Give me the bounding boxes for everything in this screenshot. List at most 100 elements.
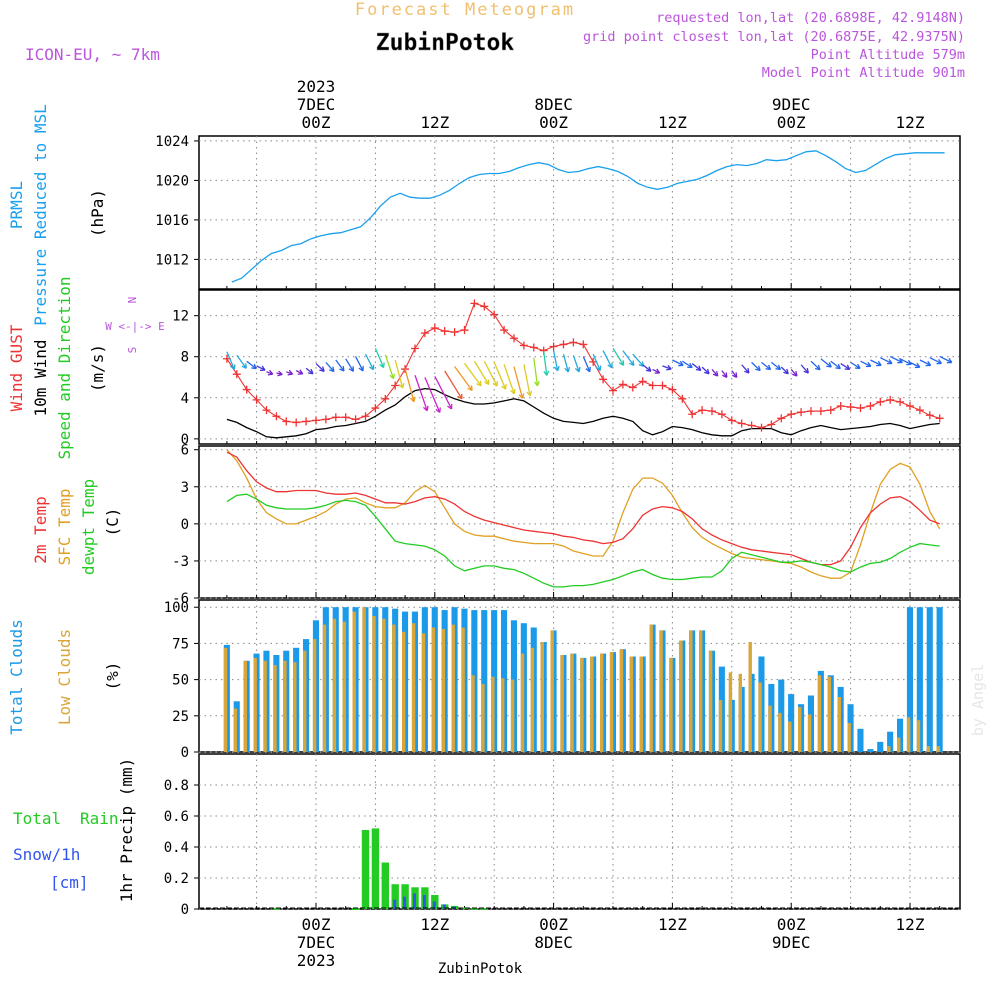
cloud-ytick-label: 100	[164, 600, 189, 616]
snow-bar	[442, 904, 446, 909]
low-cloud-bar	[501, 678, 505, 752]
wind-ytick-label: 4	[181, 391, 189, 407]
total-cloud-bar	[936, 607, 943, 752]
wind-arrow-shaft	[741, 364, 750, 374]
precip-panel: 0 0.2 0.4 0.6 0.8	[164, 753, 961, 918]
wind-ytick-label: 12	[172, 309, 189, 325]
wind-direction-arrow	[572, 355, 581, 373]
wind-direction-arrow	[701, 366, 710, 375]
wind-gust-marker	[430, 323, 439, 332]
wind-arrow-shaft	[770, 361, 781, 371]
legend-rain: Rain	[80, 809, 119, 828]
wind-gust-marker	[757, 423, 766, 432]
bottom-time-label: 12Z	[420, 915, 449, 934]
wind-arrow-head	[722, 372, 728, 378]
wind-arrow-head	[251, 363, 257, 370]
wind-arrow-head	[835, 363, 841, 370]
wind-arrow-shaft	[226, 351, 235, 370]
wind-gust-marker	[232, 370, 241, 379]
wind-direction-arrow	[761, 361, 772, 371]
wind-arrow-head	[260, 365, 266, 371]
wind-gust-marker	[638, 377, 647, 386]
wind-direction-arrow	[939, 355, 953, 364]
wind-dir-label: Speed and Direction	[55, 276, 74, 459]
wind-gust-marker	[628, 383, 637, 392]
wind-arrow-head	[783, 368, 789, 375]
wind-arrow-head	[510, 388, 516, 395]
precip-ytick-label: 0.6	[164, 809, 189, 825]
prmsl-label: PRMSL	[7, 181, 26, 229]
chart-title: Forecast Meteogram	[355, 0, 575, 20]
low-cloud-bar	[590, 656, 594, 752]
model-altitude: Model Point Altitude 901m	[762, 65, 965, 81]
wind-gust-marker	[678, 394, 687, 403]
low-cloud-bar	[322, 624, 327, 752]
wind-gust-marker	[549, 342, 558, 351]
snow-bar	[422, 895, 426, 909]
low-cloud-bar	[530, 647, 535, 752]
precip-ytick-label: 0.4	[164, 840, 189, 856]
low-cloud-bar	[689, 630, 693, 752]
wind-gust-marker	[698, 406, 707, 415]
wind-gust-marker	[737, 419, 746, 428]
wind-direction-arrow	[830, 360, 841, 370]
wind-direction-arrow	[286, 369, 294, 376]
wind-direction-arrow	[780, 366, 789, 375]
wind-direction-arrow	[691, 363, 702, 371]
wind-arrow-head	[765, 364, 772, 371]
wind-arrow-shaft	[691, 363, 702, 371]
wind-arrow-shaft	[632, 353, 644, 367]
wind-gust-marker	[807, 407, 815, 416]
wind-gust-marker	[242, 385, 251, 394]
compass-north: N	[126, 297, 139, 304]
wind-gust-marker	[519, 341, 528, 350]
cloud-ytick-label: 0	[181, 745, 189, 761]
wind-arrow-shaft	[414, 374, 428, 411]
wind-arrow-shaft	[483, 360, 498, 387]
wind-gust-marker	[915, 406, 924, 415]
wind-gust-marker	[470, 299, 479, 308]
wind-arrow-shaft	[444, 370, 463, 400]
low-cloud-bar	[906, 717, 911, 752]
wind-gust-marker	[876, 397, 885, 406]
wind-arrow-shaft	[840, 363, 851, 370]
bottom-time-label: 9DEC	[772, 933, 811, 952]
dewpt-temp-label: dewpt Temp	[79, 479, 98, 575]
wind-arrow-head	[423, 405, 429, 412]
wind-direction-arrow	[592, 353, 602, 372]
wind-arrow-head	[618, 360, 625, 366]
wind-direction-arrow	[870, 359, 882, 367]
wind-arrow-shaft	[662, 365, 672, 370]
requested-coords: requested lon,lat (20.6898E, 42.9148N)	[656, 10, 965, 26]
wind-arrow-head	[328, 366, 335, 373]
wind-gust-marker	[302, 417, 311, 426]
total-cloud-bar	[916, 607, 923, 752]
pressure-ytick-label: 1020	[155, 173, 189, 189]
temp-2m-label: 2m Temp	[31, 496, 50, 563]
wind-arrow-head	[348, 366, 355, 372]
wind-arrow-head	[533, 381, 540, 387]
cloud-ytick-label: 50	[172, 673, 189, 689]
wind-direction-arrow	[345, 358, 355, 372]
wind-arrow-shaft	[582, 356, 591, 372]
wind-arrow-shaft	[493, 361, 507, 390]
wind-gust-marker	[391, 381, 400, 390]
low-cloud-bar	[520, 653, 525, 752]
wind-gust-marker	[529, 343, 538, 352]
wind-gust-marker	[787, 410, 796, 419]
wind-arrow-head	[389, 373, 395, 380]
sfc-temp-label: SFC Temp	[55, 488, 74, 565]
wind-direction-arrow	[493, 361, 507, 390]
wind-gust-marker	[579, 340, 588, 349]
low-cloud-bar	[421, 633, 426, 752]
low-cloud-bar	[223, 647, 228, 752]
wind-arrow-shaft	[325, 361, 335, 372]
dewpt-line	[226, 493, 940, 588]
pressure-ytick-label: 1016	[155, 213, 189, 229]
low-cloud-bar	[936, 746, 940, 752]
wind-arrow-head	[666, 364, 672, 371]
cloud-ytick-label: 75	[172, 636, 189, 652]
wind-arrow-shaft	[394, 359, 404, 389]
low-cloud-bar	[916, 720, 921, 752]
